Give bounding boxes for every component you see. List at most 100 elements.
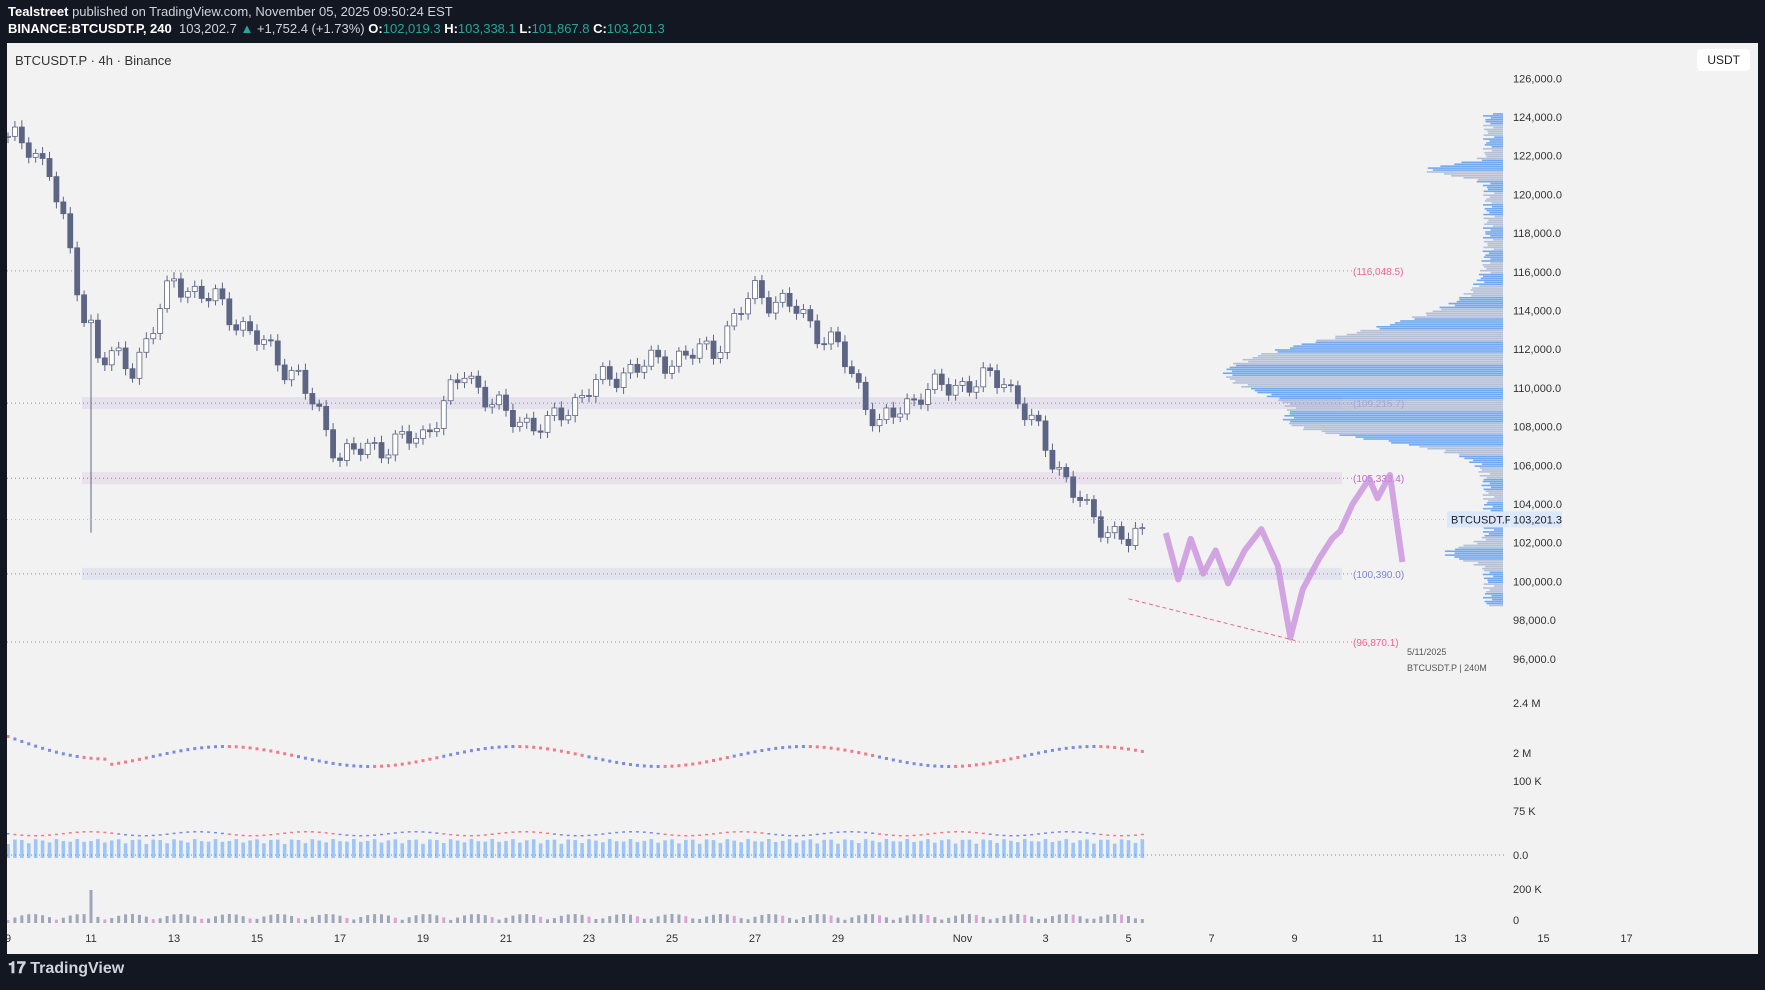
oscillator-point (165, 751, 169, 755)
volume-bar (705, 916, 709, 923)
volume-bar (1127, 916, 1130, 923)
volume-bar (1050, 916, 1054, 923)
volume-profile-bar (1251, 387, 1503, 390)
volume-bar (774, 914, 778, 923)
oscillator-point (483, 747, 487, 751)
histogram-bar (518, 842, 522, 858)
currency-button[interactable]: USDT (1697, 49, 1750, 71)
volume-profile-bar (1484, 600, 1503, 603)
signal-point (476, 834, 480, 837)
volume-profile-bar (1463, 560, 1503, 562)
signal-point (1140, 833, 1144, 836)
volume-profile-bar (1481, 463, 1503, 465)
signal-point (663, 833, 667, 836)
candle-body (143, 338, 150, 353)
volume-profile-bar (1489, 211, 1503, 214)
histogram-bar (462, 842, 467, 858)
histogram-bar (54, 839, 59, 858)
histogram-bar (559, 843, 564, 858)
signal-point (297, 831, 300, 833)
histogram-bar (109, 840, 114, 858)
histogram-bar (1043, 839, 1048, 858)
publish-info: Tealstreet published on TradingView.com,… (8, 4, 453, 19)
volume-profile-bar (1321, 430, 1503, 433)
volume-bar (933, 917, 937, 923)
volume-profile-bar (1232, 382, 1503, 384)
volume-profile-bar (1235, 364, 1503, 367)
signal-point (186, 831, 190, 833)
histogram-bar (103, 842, 107, 858)
volume-profile-bar (1487, 188, 1503, 191)
volume-bar (68, 915, 72, 923)
signal-point (926, 833, 930, 835)
volume-bar (393, 917, 397, 923)
histogram-bar (13, 839, 17, 858)
volume-profile-bar (1484, 569, 1503, 572)
oscillator-point (310, 758, 314, 762)
histogram-bar (275, 839, 280, 858)
oscillator-point (995, 760, 999, 764)
x-tick-label: 23 (583, 933, 595, 945)
histogram-bar (677, 843, 681, 858)
candle-body (378, 442, 385, 459)
volume-profile-bar (1491, 149, 1503, 152)
volume-profile-bar (1491, 202, 1503, 204)
volume-profile-bar (1490, 182, 1503, 185)
volume-profile-bar (1487, 186, 1503, 189)
chart-canvas[interactable]: (116,048.5)(109,215.7)(105,333.4)(100,39… (7, 43, 1758, 954)
oscillator-point (961, 764, 964, 768)
candle-body (869, 409, 876, 427)
candle-body (198, 285, 205, 299)
histogram-bar (670, 839, 674, 858)
volume-profile-bar (1248, 360, 1503, 363)
histogram-bar (1085, 839, 1089, 858)
oscillator-point (103, 757, 107, 761)
volume-bar (871, 914, 875, 923)
ohlc-legend: BINANCE:BTCUSDT.P, 240 103,202.7 ▲ +1,75… (8, 21, 665, 36)
volume-profile-bar (1254, 389, 1503, 392)
volume-profile-bar (1476, 180, 1503, 183)
y-tick-label: 102,000.0 (1513, 538, 1562, 550)
volume-profile-bar (1252, 356, 1503, 359)
chart-panel[interactable]: (116,048.5)(109,215.7)(105,333.4)(100,39… (7, 43, 1758, 954)
volume-profile-bar (1391, 442, 1503, 444)
volume-profile-bar (1400, 320, 1503, 322)
volume-profile-bar (1335, 337, 1503, 340)
volume-profile-bar (1411, 316, 1503, 318)
volume-profile-bar (1490, 262, 1503, 264)
volume-profile-bar (1477, 542, 1503, 545)
volume-bar (137, 914, 141, 923)
volume-profile-bar (1485, 233, 1503, 235)
x-tick-label: 5 (1125, 933, 1131, 945)
candle-body (129, 368, 136, 379)
candle-body (461, 377, 468, 384)
candle-body (994, 370, 1000, 388)
symbol-tag: BTCUSDT.P (1451, 514, 1512, 526)
volume-bar (995, 918, 999, 923)
signal-point (82, 831, 86, 833)
histogram-bar (856, 842, 861, 858)
histogram-bar (524, 840, 529, 858)
oscillator-point (712, 758, 715, 762)
signal-point (587, 834, 591, 837)
histogram-bar (476, 841, 481, 858)
signal-point (241, 834, 245, 837)
volume-profile-bar (1432, 310, 1503, 313)
volume-profile-bar (1483, 190, 1503, 193)
oscillator-point (1078, 745, 1082, 749)
volume-profile-bar (1482, 531, 1503, 533)
signal-point (442, 833, 446, 835)
histogram-bar (379, 842, 384, 858)
candle-body (95, 319, 101, 359)
histogram-bar (573, 840, 577, 858)
volume-bar (483, 915, 487, 923)
volume-profile-bar (1482, 480, 1503, 483)
signal-point (352, 834, 356, 837)
volume-bar (442, 917, 446, 923)
oscillator-point (1037, 751, 1041, 755)
sub-axis-label: 75 K (1513, 806, 1536, 818)
x-tick-label: 7 (1208, 933, 1214, 945)
oscillator-point (878, 755, 881, 759)
signal-point (961, 831, 964, 833)
volume-profile-bar (1489, 140, 1503, 142)
